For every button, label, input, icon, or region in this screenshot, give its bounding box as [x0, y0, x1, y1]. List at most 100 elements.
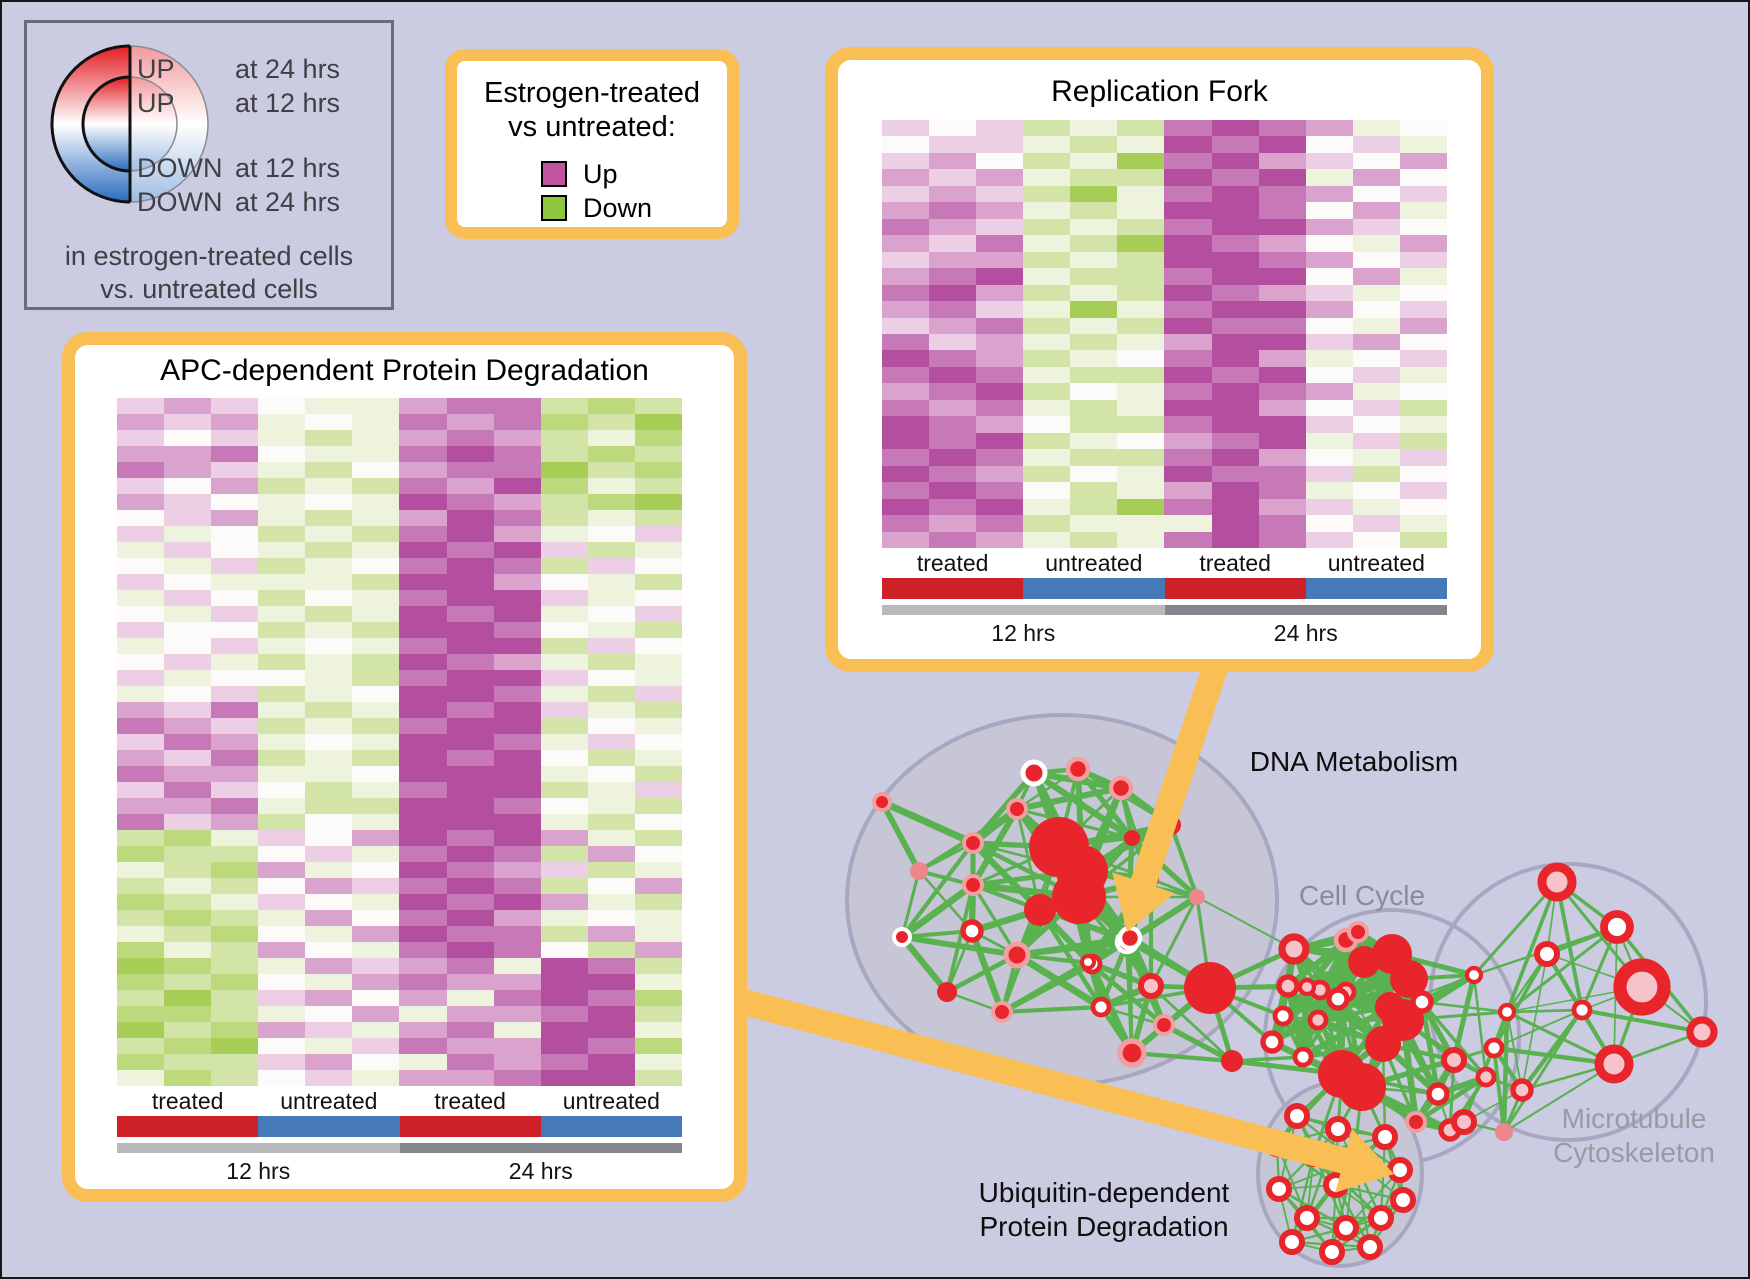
heatmap-cell [211, 526, 259, 542]
network-edge [1277, 1187, 1348, 1230]
heatmap-cell [305, 478, 353, 494]
heatmap-cell [399, 686, 447, 702]
heatmap-cell [882, 268, 930, 285]
heatmap-cell [882, 366, 930, 384]
network-edge [1381, 1042, 1387, 1139]
network-node [1307, 1009, 1329, 1031]
heatmap-cell [1352, 251, 1400, 269]
network-node [1613, 958, 1671, 1016]
heatmap-cell [1211, 152, 1259, 170]
network-edge [1383, 1135, 1405, 1202]
network-edge [1413, 1057, 1457, 1125]
up-down-rings-glyph [50, 44, 209, 204]
network-edge [1345, 991, 1384, 1045]
heatmap-cell [587, 478, 635, 494]
heatmap-cell [587, 734, 635, 750]
heatmap-cell [164, 686, 212, 702]
network-edge [1089, 961, 1135, 1056]
network-edge [1078, 867, 1155, 883]
heatmap-cell [634, 734, 682, 750]
rings-row: DOWN at 24 hrs [137, 187, 340, 218]
network-edge [1284, 945, 1298, 990]
heatmap-cell [399, 654, 447, 670]
heatmap-cell [1399, 498, 1447, 516]
network-edge [1360, 1085, 1387, 1139]
heatmap-cell [1211, 251, 1259, 269]
heatmap-cell [1399, 432, 1447, 450]
treatment-bar-segment-untreated [1023, 578, 1165, 599]
network-edge [1335, 1136, 1386, 1186]
heatmap-cell [305, 1006, 353, 1022]
heatmap-cell [976, 399, 1024, 417]
network-edge [1413, 1091, 1441, 1125]
arrow-shaft [1129, 657, 1230, 891]
heatmap-cell [1211, 366, 1259, 384]
heatmap-cell [540, 638, 588, 654]
heatmap-cell [305, 734, 353, 750]
network-edge [1387, 1004, 1406, 1023]
network-node [1326, 987, 1350, 1011]
heatmap-cell [352, 958, 400, 974]
network-node [1348, 946, 1380, 978]
network-edge [1312, 1152, 1402, 1172]
heatmap-cell [540, 1054, 588, 1070]
network-edge [879, 799, 922, 874]
network-edge [1277, 1187, 1309, 1220]
heatmap-cell [1164, 350, 1212, 367]
heatmap-cell [164, 494, 212, 510]
network-edge [1419, 999, 1441, 1097]
heatmap-cell [446, 1006, 494, 1022]
network-edge [1345, 1169, 1401, 1229]
network-edge [1435, 1074, 1489, 1097]
heatmap-cell [305, 702, 353, 718]
heatmap-cell [1258, 218, 1306, 236]
heatmap-cell [211, 670, 259, 686]
heatmap-cell [1352, 169, 1400, 186]
heatmap-cell [1117, 432, 1165, 450]
heatmap-cell [1023, 136, 1071, 153]
network-node [1333, 927, 1359, 953]
heatmap-cell [1023, 432, 1071, 450]
heatmap-cell [882, 317, 930, 334]
network-edge [1037, 876, 1154, 913]
network-edge [1502, 1008, 1584, 1134]
network-edge [1493, 1009, 1583, 1049]
heatmap-cell [1352, 465, 1400, 483]
network-node [1341, 1147, 1367, 1173]
heatmap-cell [882, 416, 930, 433]
heatmap-cell [1258, 449, 1306, 466]
heatmap-cell [929, 531, 977, 548]
network-node [1189, 889, 1205, 905]
panel-title: Replication Fork [1051, 75, 1268, 108]
network-edge [1038, 908, 1129, 944]
heatmap-cell [352, 430, 400, 446]
heatmap-cell [1305, 366, 1353, 384]
heatmap-cell [1258, 284, 1306, 302]
network-edge [1312, 1135, 1387, 1156]
heatmap-cell [305, 686, 353, 702]
network-edge [1337, 931, 1359, 1000]
heatmap-cell [1164, 152, 1212, 170]
heatmap-cell [1305, 251, 1353, 269]
network-edge [1472, 880, 1559, 977]
network-edge [1291, 929, 1361, 952]
heatmap-cell [258, 910, 306, 926]
network-node [1325, 1116, 1351, 1142]
heatmap-cell [1211, 284, 1259, 302]
network-edge [968, 881, 977, 935]
network-edge [1075, 834, 1136, 901]
network-edge [1362, 960, 1392, 1009]
network-edge [1344, 1198, 1405, 1230]
panel-title: APC-dependent Protein Degradation [160, 354, 649, 387]
heatmap-cell [164, 862, 212, 878]
heatmap-cell [164, 414, 212, 430]
heatmap-cell [976, 136, 1024, 153]
heatmap-cell [258, 590, 306, 606]
heatmap-cell [258, 766, 306, 782]
network-edge [1312, 1152, 1338, 1187]
heatmap-cell [352, 1006, 400, 1022]
network-edge [1304, 951, 1395, 990]
network-edge [1036, 867, 1086, 914]
heatmap-cell [540, 398, 588, 414]
heatmap-cell [352, 878, 400, 894]
